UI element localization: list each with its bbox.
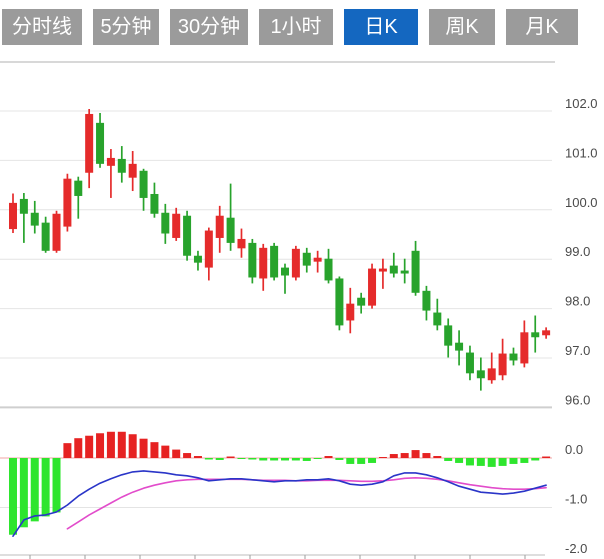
price-axis-labels: 102.0 101.0 100.0 99.0 98.0 97.0 96.0: [565, 96, 598, 407]
tab-monthly-k[interactable]: 月K: [506, 9, 578, 45]
macd-histogram: [9, 431, 551, 535]
macd-axis-labels: 0.0 -1.0 -2.0: [565, 442, 587, 556]
tab-5min[interactable]: 5分钟: [93, 9, 159, 45]
macd-tick-label: -2.0: [565, 541, 587, 556]
macd-tick-label: -1.0: [565, 492, 587, 507]
tab-daily-k[interactable]: 日K: [344, 9, 418, 45]
price-tick-label: 99.0: [565, 244, 590, 259]
tab-1hour[interactable]: 1小时: [259, 9, 333, 45]
macd-axis: [0, 457, 552, 559]
price-tick-label: 97.0: [565, 343, 590, 358]
price-tick-label: 102.0: [565, 96, 598, 111]
period-tabbar: 分时线 5分钟 30分钟 1小时 日K 周K 月K: [2, 9, 578, 45]
tab-weekly-k[interactable]: 周K: [429, 9, 495, 45]
price-tick-label: 96.0: [565, 392, 590, 407]
dea-line: [66, 476, 547, 530]
price-tick-label: 101.0: [565, 145, 598, 160]
macd-tick-label: 0.0: [565, 442, 583, 457]
tab-timeline[interactable]: 分时线: [2, 9, 82, 45]
price-tick-label: 98.0: [565, 294, 590, 309]
price-tick-label: 100.0: [565, 195, 598, 210]
candles: [9, 109, 551, 391]
tab-30min[interactable]: 30分钟: [170, 9, 248, 45]
dif-line: [12, 470, 547, 538]
